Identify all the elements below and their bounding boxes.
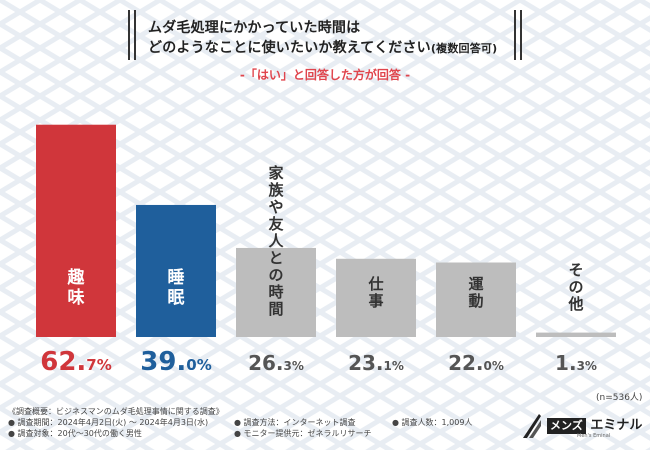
- value-label-5: 1.3%: [555, 351, 597, 375]
- bar-5: [536, 332, 616, 337]
- footer-provider: ● モニター提供元：ゼネラルリサーチ: [234, 429, 372, 438]
- category-label-1: 睡眠: [168, 267, 185, 308]
- category-label-4: 運動: [468, 275, 484, 310]
- category-label-2: 家族や友人との時間: [268, 164, 284, 318]
- value-label-4: 22.0%: [448, 351, 504, 375]
- value-label-3: 23.1%: [348, 351, 404, 375]
- bar-1: [136, 204, 216, 337]
- bar-3: [336, 258, 416, 337]
- chart-title-line2: どのようなことに使いたいか教えてください(複数回答可): [148, 37, 497, 57]
- bar-4: [436, 262, 516, 337]
- chart-subtitle: -「はい」と回答した方が回答 -: [239, 68, 411, 82]
- logo-mark-icon: [523, 414, 541, 438]
- footer-method: ● 調査方法：インターネット調査: [234, 418, 356, 427]
- chart-title-frame: ムダ毛処理にかかっていた時間は どのようなことに使いたいか教えてください(複数回…: [128, 10, 522, 60]
- logo-subtext: Men's Eminal: [577, 433, 611, 439]
- footer-target: ● 調査対象：20代～30代の働く男性: [8, 429, 142, 438]
- footer-overview: 《調査概要：ビジネスマンのムダ毛処理事情に関する調査》: [8, 407, 224, 416]
- category-label-3: 仕事: [367, 275, 383, 310]
- brand-logo: メンズ エミナル Men's Eminal: [519, 410, 643, 442]
- logo-main-text: エミナル: [590, 418, 643, 433]
- footer-period: ● 調査期間：2024年4月2日(火) ～ 2024年4月3日(水): [8, 418, 209, 427]
- logo-text: メンズ エミナル: [547, 414, 643, 434]
- bar-0: [36, 124, 116, 337]
- value-label-1: 39.0%: [140, 347, 212, 377]
- chart-title-line1: ムダ毛処理にかかっていた時間は: [148, 20, 361, 36]
- category-label-5: その他: [567, 261, 583, 313]
- chart-title-line2-main: どのようなことに使いたいか教えてください: [148, 40, 431, 56]
- logo-box-text: メンズ: [547, 418, 586, 434]
- sample-size-note: (n=536人): [596, 393, 643, 403]
- chart-title-suffix: (複数回答可): [430, 42, 498, 55]
- category-label-0: 趣味: [67, 267, 86, 308]
- footer-count: ● 調査人数：1,009人: [392, 418, 473, 427]
- value-label-0: 62.7%: [40, 347, 112, 377]
- bar-2: [236, 247, 316, 337]
- value-label-2: 26.3%: [248, 351, 304, 375]
